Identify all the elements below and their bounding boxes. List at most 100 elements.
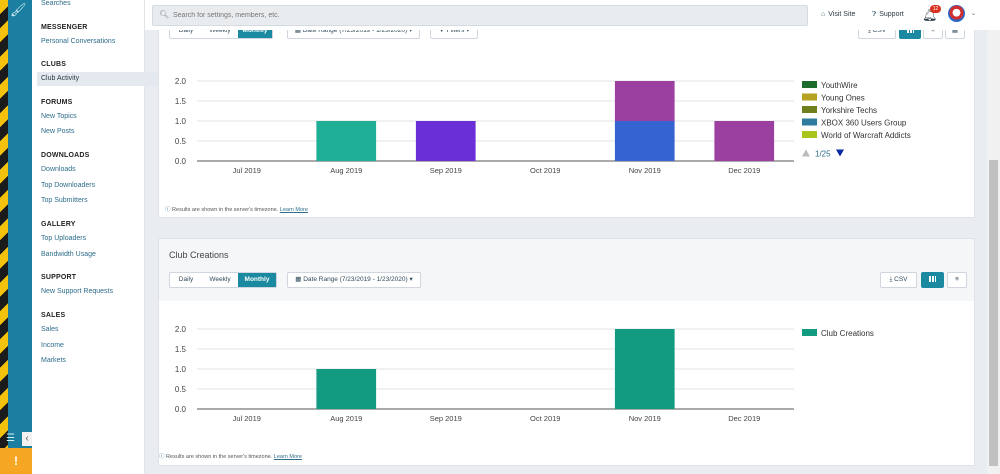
x-tick-label: Dec 2019 bbox=[728, 166, 760, 175]
sidebar-item-searches[interactable]: Searches bbox=[41, 0, 71, 7]
sidebar-item-club-activity[interactable]: Club Activity bbox=[41, 75, 80, 82]
warning-icon[interactable]: ! bbox=[0, 448, 32, 474]
bar-chart-icon bbox=[906, 27, 914, 34]
sidebar-item-downloads[interactable]: Downloads bbox=[41, 166, 76, 173]
filter-icon: ▼ bbox=[438, 27, 445, 34]
info-icon: ⓘ bbox=[165, 207, 171, 213]
x-tick-label: Jul 2019 bbox=[233, 166, 261, 175]
visit-site-link[interactable]: ⌂ Visit Site bbox=[821, 11, 855, 18]
sidebar-section-forums: FORUMS bbox=[41, 99, 73, 106]
collapse-sidebar-button[interactable]: ‹ bbox=[22, 432, 32, 446]
club-creations-panel: Club Creations Daily Weekly Monthly ▦ Da… bbox=[158, 238, 975, 466]
y-tick-label: 1.5 bbox=[175, 97, 187, 106]
caret-down-icon: ▾ bbox=[408, 27, 413, 34]
scrollbar-thumb[interactable] bbox=[989, 160, 998, 466]
support-label: Support bbox=[879, 11, 904, 18]
legend-label: World of Warcraft Addicts bbox=[821, 131, 911, 140]
csv-label: CSV bbox=[872, 27, 887, 34]
sidebar-item-top-downloaders[interactable]: Top Downloaders bbox=[41, 182, 96, 189]
range-daily-button[interactable]: Daily bbox=[178, 27, 194, 34]
sidebar-item-sales[interactable]: Sales bbox=[41, 326, 59, 333]
legend-swatch bbox=[802, 118, 817, 126]
range-weekly-button[interactable]: Weekly bbox=[209, 276, 231, 283]
grid-icon: ▦ bbox=[951, 27, 959, 34]
bar bbox=[316, 369, 377, 409]
search-box: 🔍︎ bbox=[152, 5, 808, 26]
app-rail: 🖌︎ ☰ bbox=[0, 0, 32, 474]
sidebar-item-markets[interactable]: Markets bbox=[41, 357, 66, 364]
x-tick-label: Sep 2019 bbox=[430, 166, 462, 175]
sidebar-active-highlight bbox=[37, 72, 172, 86]
notification-badge: 12 bbox=[930, 5, 941, 13]
search-input[interactable] bbox=[173, 6, 793, 25]
club-creations-header: Club Creations Daily Weekly Monthly ▦ Da… bbox=[159, 239, 974, 301]
x-tick-label: Jul 2019 bbox=[233, 414, 261, 423]
sidebar-item-top-submitters[interactable]: Top Submitters bbox=[41, 197, 88, 204]
table-view-button[interactable]: ≡ bbox=[947, 272, 967, 288]
club-activity-panel: Daily Weekly Monthly ▦ Date Range (7/23/… bbox=[158, 18, 975, 218]
help-icon: ❓︎ bbox=[872, 11, 877, 18]
range-monthly-button[interactable]: Monthly bbox=[238, 273, 276, 287]
brush-icon[interactable]: 🖌︎ bbox=[10, 2, 27, 17]
download-icon: ⤓ bbox=[889, 276, 893, 283]
menu-icon[interactable]: ☰ bbox=[6, 433, 15, 444]
bar bbox=[415, 121, 476, 161]
bar-chart-view-button[interactable] bbox=[921, 272, 944, 288]
date-range-label: Date Range (7/23/2019 - 1/23/2020) bbox=[303, 276, 408, 283]
x-tick-label: Aug 2019 bbox=[330, 166, 362, 175]
sidebar-item-income[interactable]: Income bbox=[41, 342, 64, 349]
sidebar-item-new-support-requests[interactable]: New Support Requests bbox=[41, 288, 113, 295]
legend-label: XBOX 360 Users Group bbox=[821, 119, 907, 128]
table-icon: ≡ bbox=[931, 27, 935, 34]
range-weekly-button[interactable]: Weekly bbox=[209, 27, 231, 34]
csv-download-button[interactable]: ⤓ CSV bbox=[880, 272, 917, 288]
sidebar-item-personal-conversations[interactable]: Personal Conversations bbox=[41, 38, 116, 45]
filters-label: Filters bbox=[446, 27, 465, 34]
legend-label: Club Creations bbox=[821, 329, 874, 338]
x-tick-label: Nov 2019 bbox=[629, 166, 661, 175]
legend-swatch bbox=[802, 329, 817, 336]
panel-title: Club Creations bbox=[169, 250, 229, 260]
sidebar-item-new-topics[interactable]: New Topics bbox=[41, 113, 77, 120]
support-link[interactable]: ❓︎ Support bbox=[872, 11, 904, 19]
sidebar: Searches MESSENGER Personal Conversation… bbox=[32, 0, 172, 474]
avatar[interactable] bbox=[948, 5, 965, 22]
download-icon: ⤓ bbox=[867, 27, 871, 34]
x-tick-label: Sep 2019 bbox=[430, 414, 462, 423]
y-tick-label: 0.5 bbox=[175, 137, 187, 146]
y-tick-label: 2.0 bbox=[175, 325, 187, 334]
range-toggle: Daily Weekly Monthly bbox=[169, 272, 277, 288]
sidebar-item-bandwidth-usage[interactable]: Bandwidth Usage bbox=[41, 251, 96, 258]
legend-next-icon bbox=[836, 149, 844, 157]
legend-label: Young Ones bbox=[821, 94, 865, 103]
calendar-icon: ▦ bbox=[295, 276, 302, 283]
x-tick-label: Oct 2019 bbox=[530, 166, 560, 175]
sidebar-section-clubs: CLUBS bbox=[41, 61, 67, 68]
date-range-button[interactable]: ▦ Date Range (7/23/2019 - 1/23/2020) ▾ bbox=[287, 272, 421, 288]
range-daily-button[interactable]: Daily bbox=[178, 276, 194, 283]
legend-swatch bbox=[802, 106, 817, 113]
caret-down-icon: ▾ bbox=[466, 27, 470, 34]
x-tick-label: Oct 2019 bbox=[530, 414, 560, 423]
x-tick-label: Nov 2019 bbox=[629, 414, 661, 423]
table-icon: ≡ bbox=[955, 276, 959, 283]
legend-prev-icon bbox=[802, 149, 810, 157]
legend-label: YouthWire bbox=[821, 81, 858, 90]
learn-more-link[interactable]: Learn More bbox=[273, 454, 302, 460]
sidebar-section-support: SUPPORT bbox=[41, 274, 77, 281]
legend-swatch bbox=[802, 81, 817, 88]
club-activity-chart: 0.0 0.5 1.0 1.5 2.0 Jul 2019 Aug 2019 Sep 2019 O… bbox=[175, 77, 911, 175]
search-icon: 🔍︎ bbox=[159, 10, 170, 19]
sidebar-section-messenger: MESSENGER bbox=[41, 24, 88, 31]
timezone-note-text: Results are shown in the server's timezo… bbox=[172, 207, 279, 213]
sidebar-item-top-uploaders[interactable]: Top Uploaders bbox=[41, 235, 87, 242]
sidebar-section-gallery: GALLERY bbox=[41, 221, 76, 228]
y-tick-label: 0.5 bbox=[175, 385, 187, 394]
club-creations-chart: 0.0 0.5 1.0 1.5 2.0 Jul 2019 Aug 2019 Sep 2019 O… bbox=[175, 325, 874, 423]
y-tick-label: 1.0 bbox=[175, 117, 187, 126]
sidebar-item-new-posts[interactable]: New Posts bbox=[41, 128, 75, 135]
legend-label: Yorkshire Techs bbox=[821, 106, 877, 115]
chevron-down-icon[interactable]: ⌄ bbox=[971, 11, 977, 17]
calendar-icon: ▦ bbox=[294, 27, 301, 34]
learn-more-link[interactable]: Learn More bbox=[279, 207, 308, 213]
